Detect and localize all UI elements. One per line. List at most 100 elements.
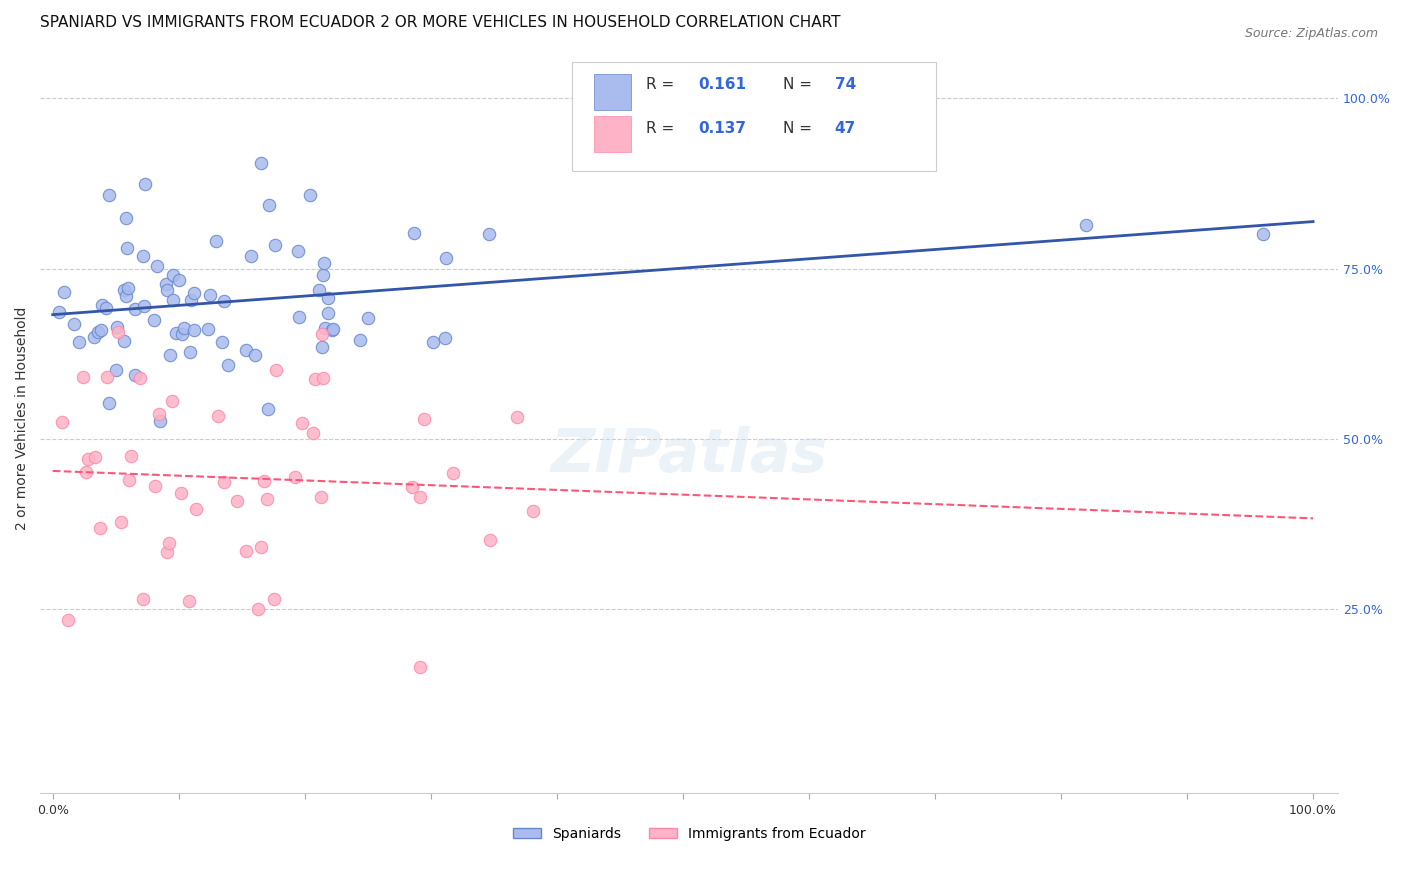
Point — [180, 293, 202, 307]
Point — [264, 363, 287, 377]
Point — [284, 470, 307, 484]
Point — [404, 226, 426, 240]
Text: R =: R = — [647, 121, 679, 136]
Point — [155, 283, 177, 297]
Point — [165, 326, 187, 340]
Point — [357, 310, 380, 325]
Point — [311, 326, 333, 341]
Point — [240, 249, 263, 263]
Point — [155, 277, 177, 292]
Point — [312, 370, 335, 384]
Point — [409, 491, 432, 505]
Point — [287, 244, 309, 258]
Point — [48, 305, 70, 319]
Point — [72, 370, 94, 384]
Point — [83, 329, 105, 343]
Point — [197, 322, 219, 336]
Legend: Spaniards, Immigrants from Ecuador: Spaniards, Immigrants from Ecuador — [508, 822, 870, 847]
Point — [148, 407, 170, 421]
Point — [162, 268, 184, 283]
Point — [114, 211, 136, 226]
Point — [172, 327, 194, 342]
Point — [162, 293, 184, 308]
Text: ZIPatlas: ZIPatlas — [551, 426, 828, 485]
Point — [96, 369, 118, 384]
Point — [179, 345, 201, 359]
Text: SPANIARD VS IMMIGRANTS FROM ECUADOR 2 OR MORE VEHICLES IN HOUSEHOLD CORRELATION : SPANIARD VS IMMIGRANTS FROM ECUADOR 2 OR… — [41, 15, 841, 30]
Point — [115, 289, 138, 303]
Point — [124, 301, 146, 316]
Point — [314, 321, 336, 335]
Point — [110, 515, 132, 529]
Point — [304, 372, 326, 386]
Point — [478, 227, 501, 241]
Point — [90, 298, 112, 312]
Point — [124, 368, 146, 382]
Point — [159, 348, 181, 362]
Point — [198, 288, 221, 302]
Point — [112, 334, 135, 348]
FancyBboxPatch shape — [595, 74, 631, 110]
Point — [98, 187, 121, 202]
Point — [89, 521, 111, 535]
Text: 0.161: 0.161 — [699, 78, 747, 93]
Point — [183, 323, 205, 337]
Point — [142, 312, 165, 326]
Point — [263, 591, 285, 606]
Point — [146, 259, 169, 273]
Point — [207, 409, 229, 424]
Point — [257, 402, 280, 417]
Point — [169, 485, 191, 500]
Point — [75, 465, 97, 479]
Point — [183, 285, 205, 300]
Point — [117, 281, 139, 295]
Point — [301, 425, 323, 440]
Point — [314, 256, 336, 270]
Point — [413, 412, 436, 426]
Point — [321, 323, 343, 337]
Point — [160, 393, 183, 408]
Point — [58, 613, 80, 627]
Point — [177, 594, 200, 608]
Point — [149, 415, 172, 429]
Point — [309, 491, 332, 505]
Text: 0.137: 0.137 — [699, 121, 747, 136]
Point — [118, 473, 141, 487]
Point — [316, 305, 339, 319]
Point — [83, 450, 105, 465]
FancyBboxPatch shape — [572, 62, 936, 171]
Point — [1251, 227, 1274, 241]
Point — [441, 466, 464, 480]
Point — [243, 348, 266, 362]
FancyBboxPatch shape — [595, 116, 631, 153]
Point — [77, 451, 100, 466]
Point — [97, 396, 120, 410]
Text: 74: 74 — [835, 78, 856, 93]
Point — [311, 340, 333, 354]
Point — [422, 334, 444, 349]
Point — [107, 325, 129, 339]
Point — [257, 197, 280, 211]
Point — [157, 536, 180, 550]
Point — [129, 371, 152, 385]
Point — [173, 320, 195, 334]
Point — [505, 409, 527, 424]
Point — [184, 502, 207, 516]
Point — [214, 475, 236, 490]
Point — [250, 156, 273, 170]
Point — [114, 283, 136, 297]
Point — [288, 310, 311, 324]
Point — [298, 188, 321, 202]
Point — [132, 591, 155, 606]
Point — [522, 504, 544, 518]
Point — [105, 320, 128, 334]
Point — [94, 301, 117, 316]
Point — [235, 544, 257, 558]
Point — [318, 291, 340, 305]
Point — [63, 317, 86, 331]
Point — [249, 540, 271, 554]
Text: N =: N = — [783, 78, 817, 93]
Point — [434, 252, 457, 266]
Point — [169, 273, 191, 287]
Text: 47: 47 — [835, 121, 856, 136]
